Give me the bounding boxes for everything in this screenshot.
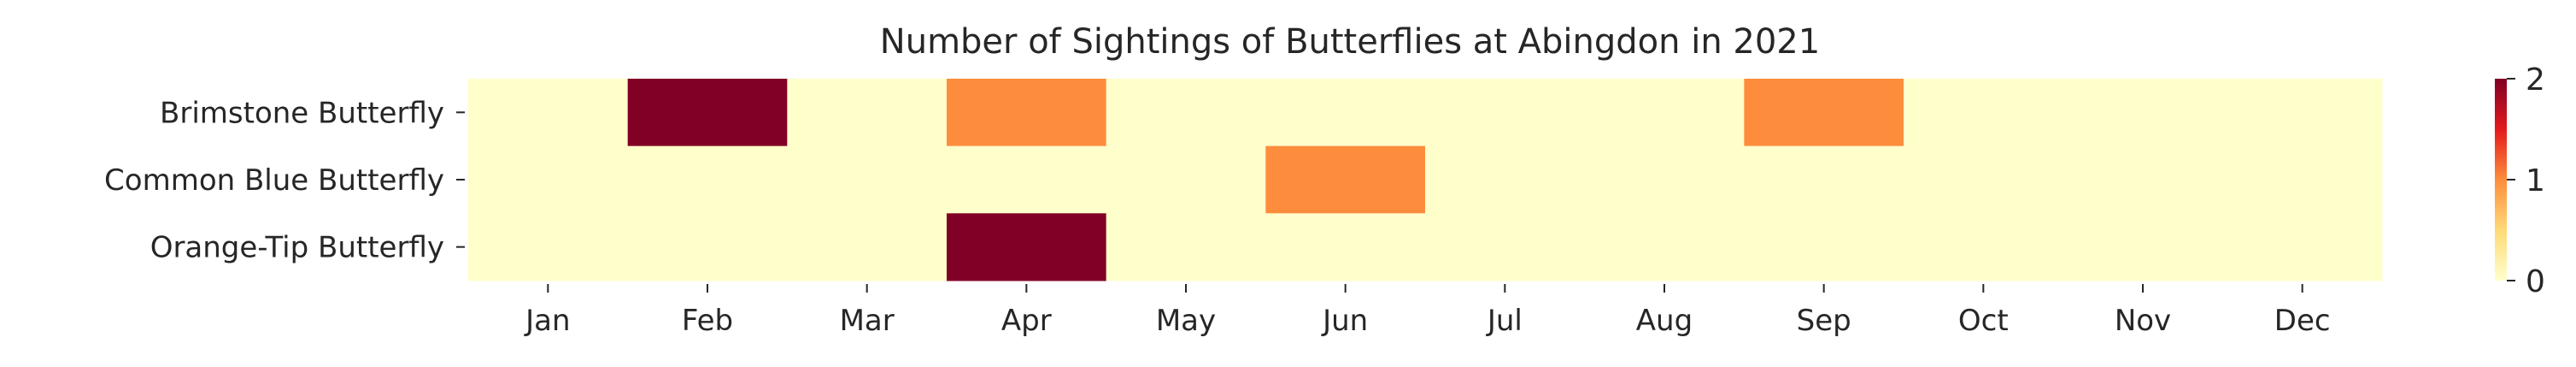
x-tick-label: Aug bbox=[1636, 304, 1693, 338]
heatmap-cell bbox=[1265, 79, 1426, 147]
heatmap-cell bbox=[1425, 213, 1586, 281]
colorbar-gradient bbox=[2495, 79, 2507, 281]
heatmap-cell bbox=[468, 213, 629, 281]
heatmap-cells bbox=[468, 79, 2383, 281]
heatmap-cell bbox=[1584, 213, 1745, 281]
heatmap-cell bbox=[468, 145, 629, 214]
heatmap-cell bbox=[2222, 79, 2383, 147]
heatmap-cell bbox=[1265, 145, 1426, 214]
colorbar: 0 1 2 bbox=[2495, 62, 2545, 299]
heatmap-cell bbox=[2063, 79, 2223, 147]
heatmap-cell bbox=[627, 145, 788, 214]
colorbar-tick-label: 1 bbox=[2526, 163, 2545, 198]
y-axis: Brimstone Butterfly Common Blue Butterfly… bbox=[104, 96, 465, 265]
x-tick-label: Jul bbox=[1486, 304, 1523, 338]
x-tick-label: Feb bbox=[682, 304, 733, 338]
y-tick-label: Orange-Tip Butterfly bbox=[150, 231, 444, 265]
heatmap-cell bbox=[1425, 145, 1586, 214]
x-tick-label: Sep bbox=[1797, 304, 1851, 338]
heatmap-cell bbox=[468, 79, 629, 147]
heatmap-cell bbox=[2063, 213, 2223, 281]
x-tick-label: Oct bbox=[1958, 304, 2009, 338]
colorbar-tick-label: 2 bbox=[2526, 62, 2545, 98]
heatmap-cell bbox=[1904, 145, 2064, 214]
y-tick-label: Common Blue Butterfly bbox=[104, 163, 444, 198]
heatmap-cell bbox=[627, 213, 788, 281]
x-tick-label: Nov bbox=[2115, 304, 2171, 338]
heatmap-cell bbox=[627, 79, 788, 147]
x-tick-label: Mar bbox=[840, 304, 895, 338]
heatmap-cell bbox=[2063, 145, 2223, 214]
heatmap-cell bbox=[947, 79, 1107, 147]
heatmap-cell bbox=[1584, 145, 1745, 214]
x-tick-label: Jan bbox=[524, 304, 570, 338]
x-tick-label: May bbox=[1156, 304, 1216, 338]
heatmap-cell bbox=[947, 213, 1107, 281]
heatmap-cell bbox=[2222, 145, 2383, 214]
heatmap-cell bbox=[1904, 213, 2064, 281]
heatmap-cell bbox=[1106, 213, 1266, 281]
heatmap-cell bbox=[1106, 79, 1266, 147]
x-tick-label: Jun bbox=[1321, 304, 1368, 338]
heatmap-cell bbox=[1265, 213, 1426, 281]
heatmap-cell bbox=[2222, 213, 2383, 281]
y-tick-label: Brimstone Butterfly bbox=[160, 96, 444, 130]
heatmap-cell bbox=[787, 213, 948, 281]
heatmap-cell bbox=[1106, 145, 1266, 214]
chart-title: Number of Sightings of Butterflies at Ab… bbox=[880, 22, 1820, 62]
heatmap-cell bbox=[947, 145, 1107, 214]
heatmap-cell bbox=[1744, 79, 1904, 147]
x-axis: Jan Feb Mar Apr May Jun Jul Aug Sep Oct Nov Dec bbox=[524, 284, 2331, 338]
heatmap-cell bbox=[1904, 79, 2064, 147]
colorbar-tick-label: 0 bbox=[2526, 264, 2545, 299]
heatmap-cell bbox=[787, 79, 948, 147]
x-tick-label: Apr bbox=[1001, 304, 1052, 338]
heatmap-cell bbox=[1425, 79, 1586, 147]
heatmap-cell bbox=[1584, 79, 1745, 147]
heatmap-cell bbox=[1744, 145, 1904, 214]
heatmap-cell bbox=[787, 145, 948, 214]
heatmap-cell bbox=[1744, 213, 1904, 281]
x-tick-label: Dec bbox=[2274, 304, 2331, 338]
